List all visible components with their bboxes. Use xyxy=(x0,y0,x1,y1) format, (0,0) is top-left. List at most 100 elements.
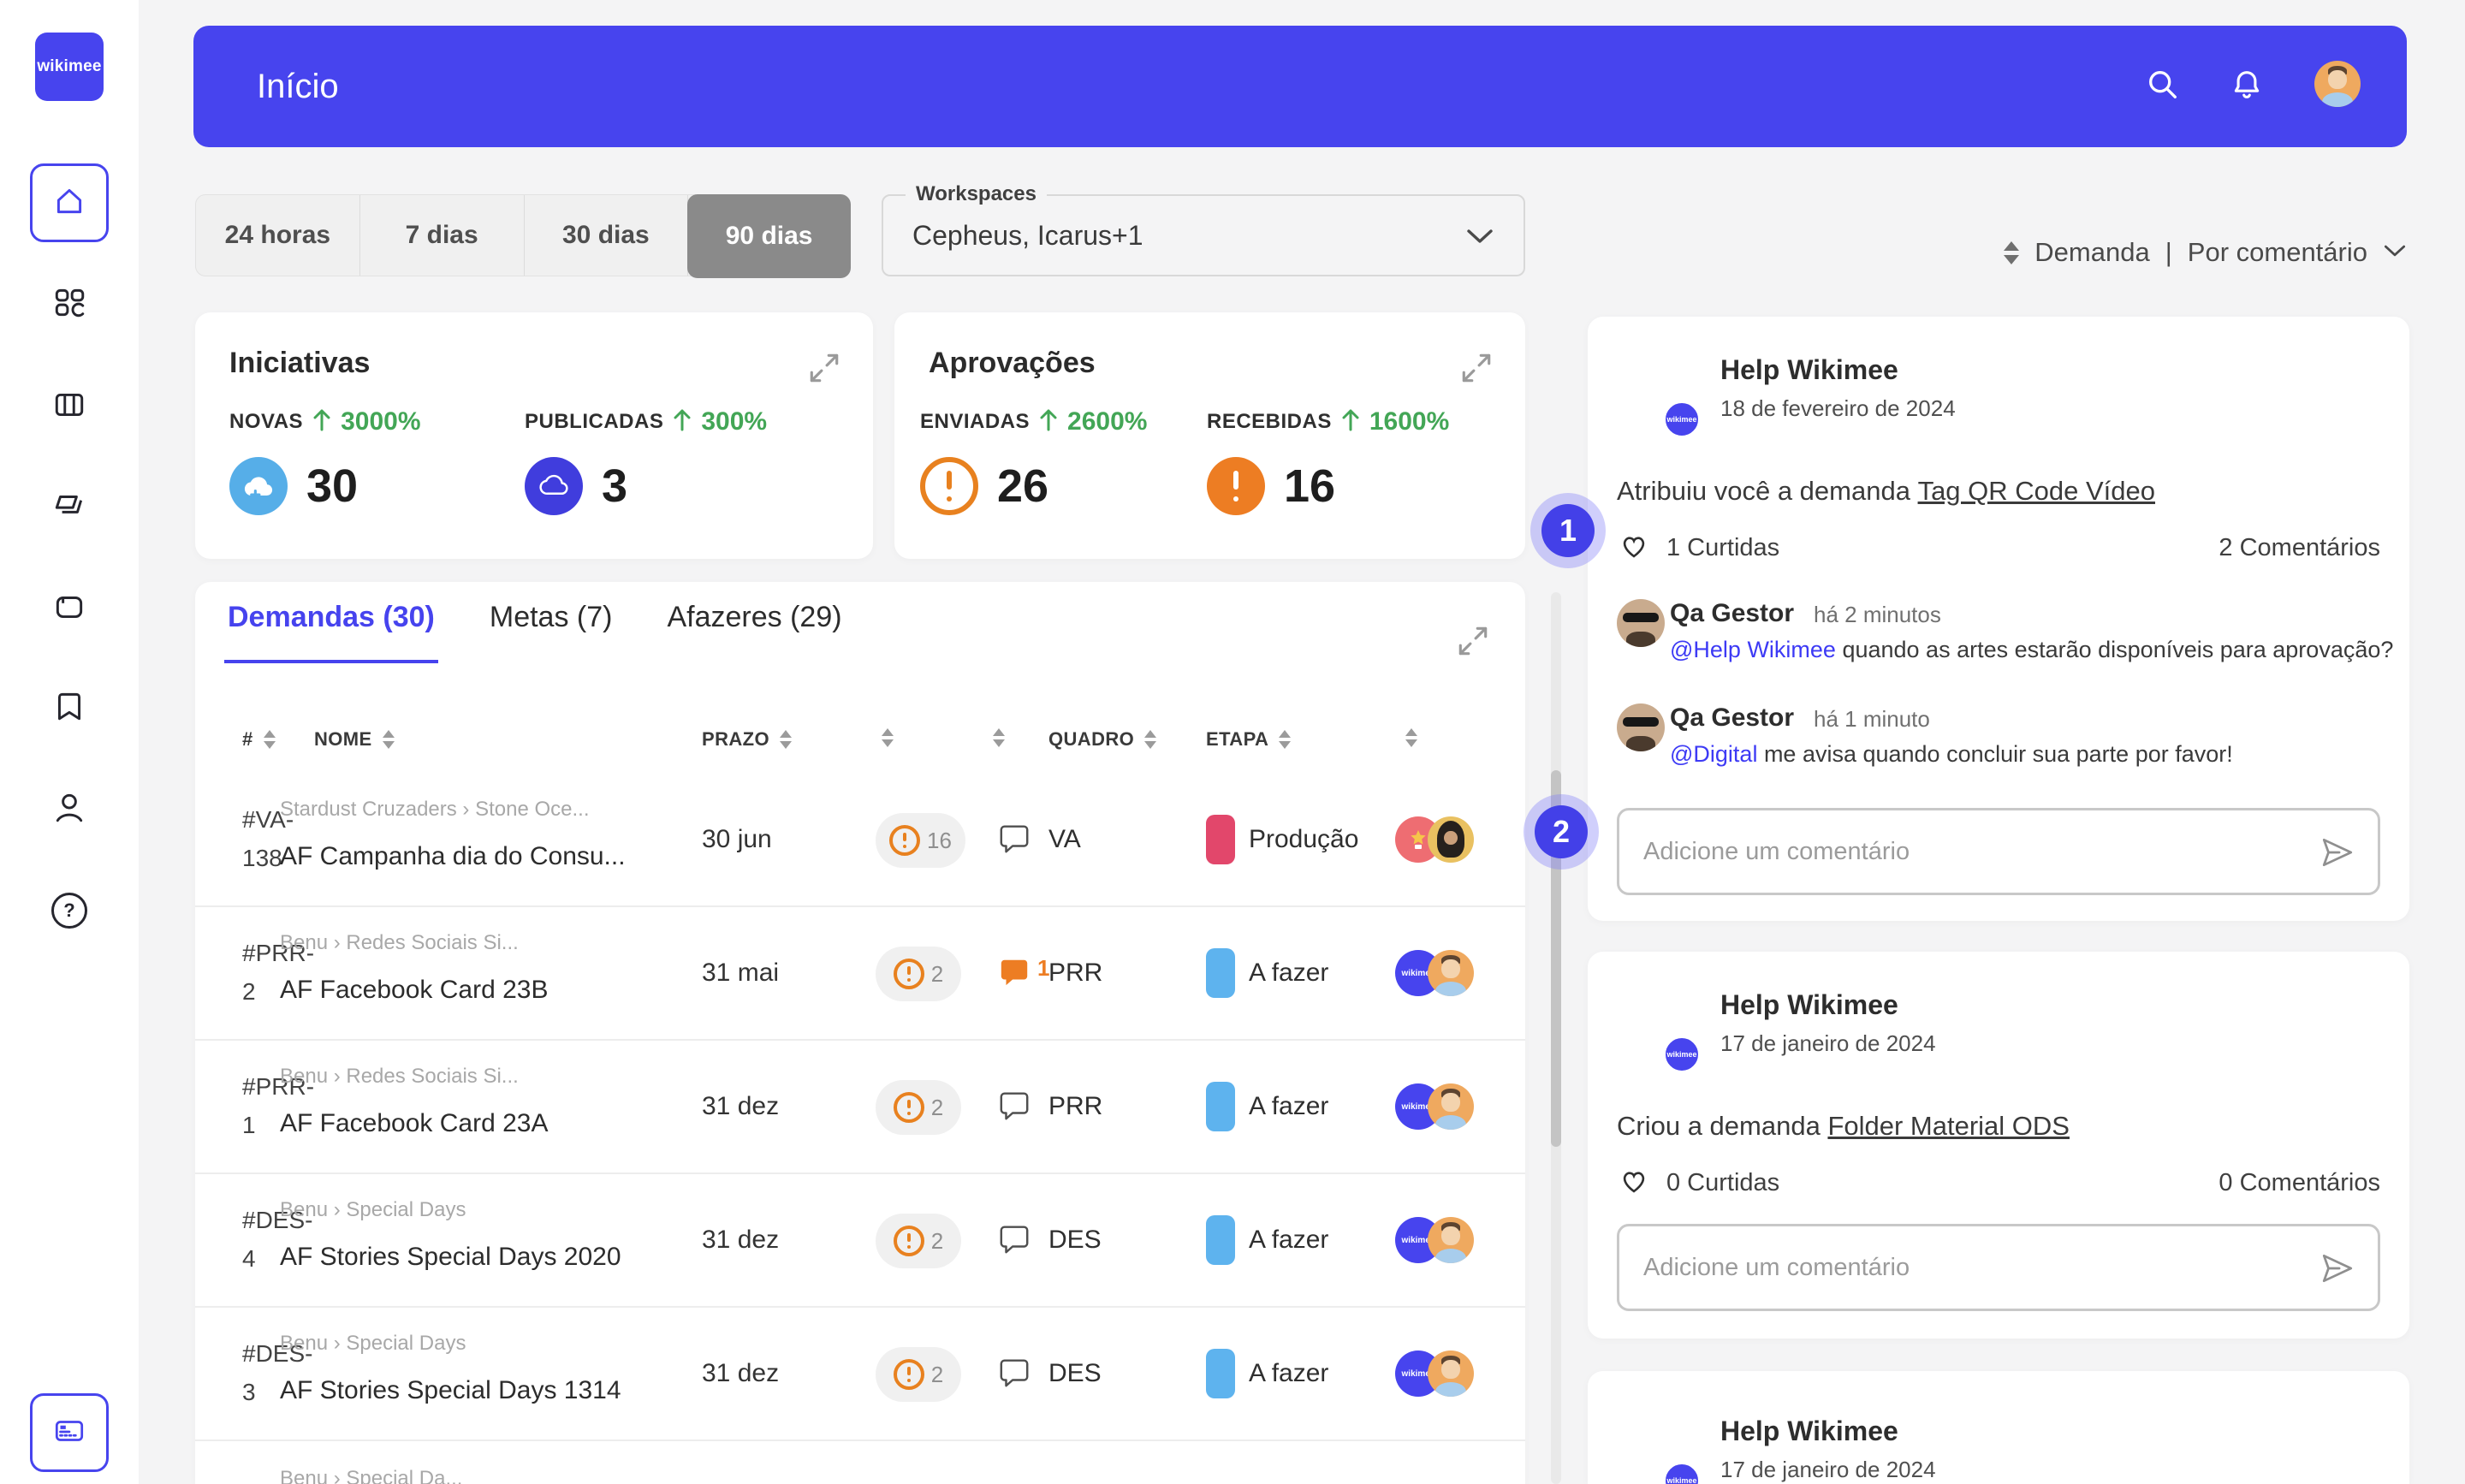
avatar-shirt xyxy=(1434,981,1467,996)
table-scrollbar-thumb[interactable] xyxy=(1551,770,1561,1147)
home-icon xyxy=(51,183,87,223)
range-7d-button[interactable]: 7 dias xyxy=(360,195,525,276)
comments-count[interactable]: 0 Comentários xyxy=(2218,1169,2380,1196)
heart-icon[interactable] xyxy=(1617,1164,1651,1198)
feed-body-prefix: Atribuiu você a demanda xyxy=(1617,476,1918,506)
mention-link[interactable]: @Help Wikimee xyxy=(1670,637,1836,662)
table-header: # NOME PRAZO QUADRO ETAPA xyxy=(195,728,1525,776)
assignee-avatars[interactable]: wikimee xyxy=(1395,1350,1474,1397)
breadcrumb: Benu › Special Da... xyxy=(280,1467,463,1484)
wikimee-badge: wikimee xyxy=(1663,1462,1701,1484)
feed-date: 17 de janeiro de 2024 xyxy=(1720,1457,1936,1482)
table-row[interactable]: #PRR-1 Benu › Redes Sociais Si... AF Fac… xyxy=(195,1041,1525,1174)
comment-input[interactable] xyxy=(1643,810,2236,893)
comment-cell[interactable] xyxy=(998,1089,1031,1121)
feed-sort-control[interactable]: Demanda | Por comentário xyxy=(2004,229,2407,276)
comment-input[interactable] xyxy=(1643,1226,2236,1309)
person-avatar xyxy=(1428,1083,1474,1130)
demand-name[interactable]: AF Stories Special Days 1314 xyxy=(280,1376,621,1404)
assignee-avatars[interactable]: wikimee xyxy=(1395,1083,1474,1130)
range-24h-button[interactable]: 24 horas xyxy=(196,195,360,276)
app-logo[interactable]: wikimee xyxy=(35,33,104,101)
column-header-quadro[interactable]: QUADRO xyxy=(1048,728,1157,751)
heart-icon[interactable] xyxy=(1617,529,1651,563)
sidebar-item-help[interactable]: ? xyxy=(51,893,87,929)
sidebar-item-home[interactable] xyxy=(51,185,87,221)
annotation-badge-2[interactable]: 2 xyxy=(1535,805,1588,858)
table-row[interactable]: #PRR-2 Benu › Redes Sociais Si... AF Fac… xyxy=(195,907,1525,1041)
likes-count[interactable]: 0 Curtidas xyxy=(1666,1169,1780,1196)
send-icon[interactable] xyxy=(2319,834,2355,870)
sidebar-item-boards[interactable] xyxy=(51,389,87,424)
quadro-value: PRR xyxy=(1048,959,1103,987)
likes-count[interactable]: 1 Curtidas xyxy=(1666,534,1780,561)
sort-arrows-icon xyxy=(382,730,395,749)
range-90d-button-selected[interactable]: 90 dias xyxy=(687,194,851,278)
annotation-badge-1[interactable]: 1 xyxy=(1541,504,1595,557)
range-30d-button[interactable]: 30 dias xyxy=(525,195,689,276)
feed-body-prefix: Criou a demanda xyxy=(1617,1111,1828,1141)
search-button[interactable] xyxy=(2137,61,2189,112)
demand-link[interactable]: Folder Material ODS xyxy=(1827,1111,2070,1141)
sidebar-item-bookmarks[interactable] xyxy=(51,690,87,726)
wikimee-badge: wikimee xyxy=(1663,401,1701,438)
demand-name[interactable]: AF Campanha dia do Consu... xyxy=(280,842,626,870)
alert-count: 2 xyxy=(930,1227,944,1254)
column-header-prazo[interactable]: PRAZO xyxy=(702,728,792,751)
comment-cell[interactable] xyxy=(998,822,1031,854)
avatar-shirt xyxy=(2321,92,2354,107)
table-row[interactable]: #DES-3 Benu › Special Days AF Stories Sp… xyxy=(195,1308,1525,1441)
feed-avatar: wikimee xyxy=(1615,986,1701,1073)
sidebar-item-profile[interactable] xyxy=(51,792,87,828)
user-avatar[interactable] xyxy=(2314,61,2361,107)
column-header-id[interactable]: # xyxy=(242,728,276,751)
demand-name[interactable]: AF Facebook Card 23B xyxy=(280,976,549,1004)
tab-demandas[interactable]: Demandas (30) xyxy=(224,601,438,663)
sidebar-item-changelog[interactable] xyxy=(51,1415,87,1451)
workspaces-select[interactable]: Workspaces Cepheus, Icarus+1 xyxy=(882,182,1525,276)
kanban-board-icon xyxy=(51,387,87,427)
sunglasses-shape xyxy=(1622,716,1660,727)
expand-button[interactable] xyxy=(806,350,842,386)
column-header-alerts[interactable] xyxy=(882,728,894,747)
etapa-color-chip xyxy=(1206,815,1235,864)
column-header-comments[interactable] xyxy=(993,728,1005,747)
send-icon[interactable] xyxy=(2319,1250,2355,1286)
page-title: Início xyxy=(257,67,339,105)
demand-id: #PRR-2 xyxy=(242,940,315,1005)
sidebar-item-apps[interactable] xyxy=(51,286,87,322)
avatar-shirt xyxy=(1434,1248,1467,1263)
tab-metas[interactable]: Metas (7) xyxy=(489,601,613,633)
table-row[interactable]: #DES-4 Benu › Special Days AF Stories Sp… xyxy=(195,1174,1525,1308)
assignee-avatars[interactable]: wikimee xyxy=(1395,950,1474,996)
column-header-assignees[interactable] xyxy=(1405,728,1417,747)
tab-bar: Demandas (30) Metas (7) Afazeres (29) xyxy=(224,601,846,663)
expand-button[interactable] xyxy=(1458,350,1494,386)
column-header-etapa[interactable]: ETAPA xyxy=(1206,728,1292,751)
wikimee-badge-text: wikimee xyxy=(1666,415,1697,424)
arrow-up-icon xyxy=(672,407,692,436)
feed-likes-row: 0 Curtidas 0 Comentários xyxy=(1617,1164,2380,1202)
expand-button[interactable] xyxy=(1455,623,1491,659)
help-icon: ? xyxy=(63,899,75,921)
demand-link[interactable]: Tag QR Code Vídeo xyxy=(1917,476,2156,506)
comments-count[interactable]: 2 Comentários xyxy=(2218,534,2380,561)
mention-link[interactable]: @Digital xyxy=(1670,741,1758,767)
table-row[interactable]: #VA-138 Stardust Cruzaders › Stone Oce..… xyxy=(195,774,1525,907)
sidebar-item-notebook[interactable] xyxy=(51,591,87,626)
demand-name[interactable]: AF Stories Special Days 2020 xyxy=(280,1243,621,1271)
etapa-label: Produção xyxy=(1249,825,1359,853)
sidebar-item-layers[interactable] xyxy=(51,490,87,525)
comment-cell[interactable]: 1 xyxy=(998,955,1049,988)
assignee-avatars[interactable] xyxy=(1395,816,1474,863)
quadro-value: DES xyxy=(1048,1226,1102,1254)
notifications-button[interactable] xyxy=(2221,61,2272,112)
assignee-avatars[interactable]: wikimee xyxy=(1395,1217,1474,1263)
column-header-nome[interactable]: NOME xyxy=(314,728,395,751)
comment-cell[interactable] xyxy=(998,1222,1031,1255)
demand-name[interactable]: AF Facebook Card 23A xyxy=(280,1109,549,1137)
avatar-face xyxy=(1441,1092,1460,1113)
tab-afazeres[interactable]: Afazeres (29) xyxy=(667,601,842,633)
comment-cell[interactable] xyxy=(998,1356,1031,1388)
sort-arrows-icon xyxy=(882,728,894,747)
